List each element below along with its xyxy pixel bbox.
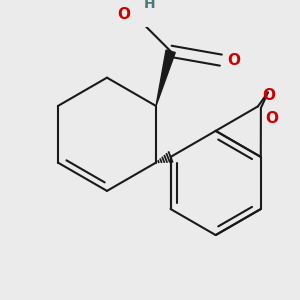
Text: O: O bbox=[228, 52, 241, 68]
Text: O: O bbox=[266, 112, 278, 127]
Text: O: O bbox=[262, 88, 275, 103]
Text: O: O bbox=[117, 7, 130, 22]
Text: H: H bbox=[144, 0, 155, 11]
Polygon shape bbox=[156, 50, 175, 106]
